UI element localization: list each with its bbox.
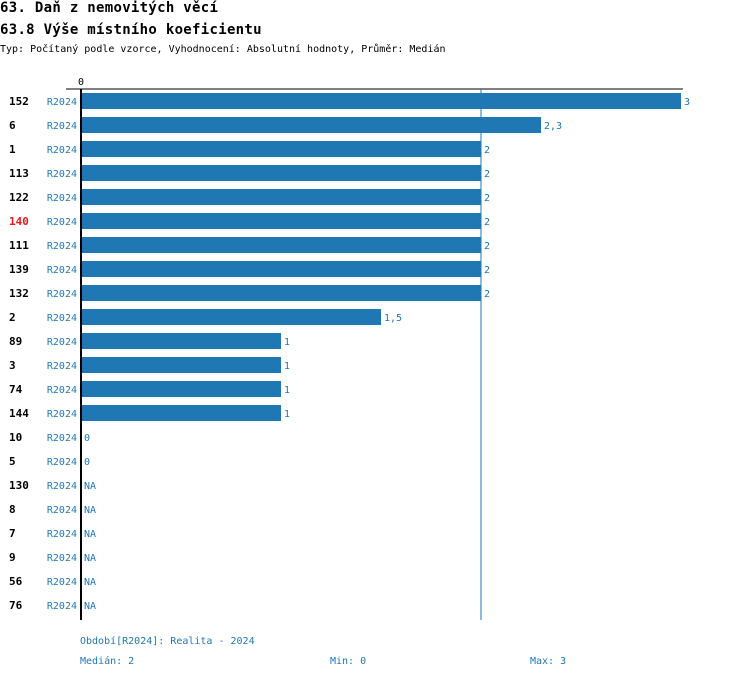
bar-value-label: NA: [84, 505, 96, 516]
row-period-label: R2024: [47, 385, 77, 396]
row-period-label: R2024: [47, 577, 77, 588]
row-id-label: 9: [9, 551, 16, 564]
bar-value-label: NA: [84, 601, 96, 612]
row-period-label: R2024: [47, 433, 77, 444]
bar-value-label: NA: [84, 577, 96, 588]
row-id-label: 1: [9, 143, 16, 156]
bar-value-label: 2: [484, 217, 490, 228]
row-period-label: R2024: [47, 481, 77, 492]
row-period-label: R2024: [47, 97, 77, 108]
bar-value-label: 2,3: [544, 121, 562, 132]
chart-meta: Typ: Počítaný podle vzorce, Vyhodnocení:…: [0, 44, 446, 55]
row-period-label: R2024: [47, 409, 77, 420]
row-period-label: R2024: [47, 289, 77, 300]
row-id-label: 8: [9, 503, 16, 516]
row-period-label: R2024: [47, 457, 77, 468]
row-id-label: 130: [9, 479, 29, 492]
row-id-label: 10: [9, 431, 22, 444]
row-id-label: 7: [9, 527, 16, 540]
max-stat: Max: 3: [530, 656, 567, 667]
bar: [81, 261, 481, 277]
bar-value-label: 1,5: [384, 313, 402, 324]
bar-value-label: 0: [84, 433, 90, 444]
row-id-label: 132: [9, 287, 29, 300]
bar: [81, 117, 541, 133]
row-period-label: R2024: [47, 145, 77, 156]
page-title: 63. Daň z nemovitých věcí: [0, 0, 219, 16]
bar-value-label: 2: [484, 289, 490, 300]
min-stat: Min: 0: [330, 656, 367, 667]
bar: [81, 237, 481, 253]
bar: [81, 405, 281, 421]
bar-value-label: NA: [84, 481, 96, 492]
bar-value-label: 1: [284, 361, 290, 372]
row-id-label: 6: [9, 119, 16, 132]
bar-value-label: 1: [284, 409, 290, 420]
row-id-label: 122: [9, 191, 29, 204]
row-id-label: 152: [9, 95, 29, 108]
row-period-label: R2024: [47, 241, 77, 252]
bar-value-label: 2: [484, 265, 490, 276]
row-id-label: 89: [9, 335, 22, 348]
bar: [81, 141, 481, 157]
bar: [81, 333, 281, 349]
row-id-label: 113: [9, 167, 29, 180]
x-tick-label: 0: [78, 77, 84, 88]
row-period-label: R2024: [47, 337, 77, 348]
bar-value-label: 2: [484, 169, 490, 180]
bar: [81, 165, 481, 181]
row-id-label: 5: [9, 455, 16, 468]
bar-value-label: 2: [484, 145, 490, 156]
row-period-label: R2024: [47, 169, 77, 180]
bar: [81, 213, 481, 229]
row-id-label: 2: [9, 311, 16, 324]
bar: [81, 285, 481, 301]
bar-value-label: 2: [484, 241, 490, 252]
row-id-label: 56: [9, 575, 23, 588]
bar: [81, 93, 681, 109]
row-id-label: 139: [9, 263, 29, 276]
row-period-label: R2024: [47, 553, 77, 564]
row-period-label: R2024: [47, 313, 77, 324]
row-id-label: 3: [9, 359, 16, 372]
median-stat: Medián: 2: [80, 656, 135, 667]
row-period-label: R2024: [47, 193, 77, 204]
row-period-label: R2024: [47, 601, 77, 612]
period-note: Období[R2024]: Realita - 2024: [80, 636, 255, 647]
bar-value-label: NA: [84, 553, 96, 564]
row-id-label: 140: [9, 215, 29, 228]
row-id-label: 144: [9, 407, 29, 420]
bar-value-label: 1: [284, 385, 290, 396]
bar: [81, 357, 281, 373]
bar-value-label: NA: [84, 529, 96, 540]
bar-value-label: 1: [284, 337, 290, 348]
bar: [81, 189, 481, 205]
chart-title: 63.8 Výše místního koeficientu: [0, 22, 262, 38]
bar-value-label: 3: [684, 97, 690, 108]
row-id-label: 111: [9, 239, 29, 252]
row-period-label: R2024: [47, 265, 77, 276]
row-period-label: R2024: [47, 121, 77, 132]
row-period-label: R2024: [47, 529, 77, 540]
bar-value-label: 0: [84, 457, 90, 468]
row-id-label: 74: [9, 383, 23, 396]
row-period-label: R2024: [47, 361, 77, 372]
bar: [81, 381, 281, 397]
bar: [81, 309, 381, 325]
row-period-label: R2024: [47, 505, 77, 516]
row-id-label: 76: [9, 599, 23, 612]
bar-value-label: 2: [484, 193, 490, 204]
row-period-label: R2024: [47, 217, 77, 228]
